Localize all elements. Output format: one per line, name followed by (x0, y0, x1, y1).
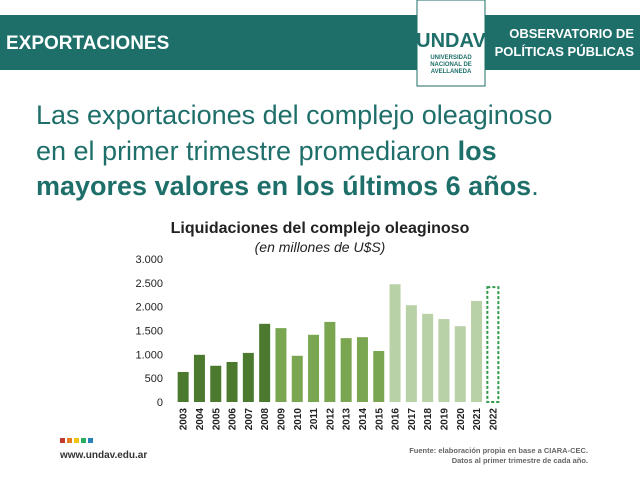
logo-name: UNDAV (416, 30, 486, 52)
observatory: POLÍTICAS PÚBLICAS (495, 44, 635, 59)
y-tick-label: 2.500 (135, 278, 163, 290)
logo-box (416, 0, 486, 87)
y-tick-label: 1.500 (135, 326, 163, 338)
bar (405, 305, 417, 402)
bar (324, 321, 336, 402)
observatory: OBSERVATORIO DE (509, 26, 634, 41)
bar (422, 313, 434, 402)
x-tick-label: 2012 (325, 408, 336, 431)
bar (486, 286, 500, 403)
square (88, 438, 93, 443)
source: Fuente: elaboración propia en base a CIA… (409, 446, 588, 455)
x-tick-label: 2013 (342, 408, 353, 431)
url: www.undav.edu.ar (59, 450, 147, 461)
logo-line: NACIONAL DE (430, 62, 472, 68)
logo-line: AVELLANEDA (431, 69, 472, 75)
x-tick-label: 2006 (228, 408, 239, 431)
brand-squares (60, 438, 93, 443)
x-tick-label: 2014 (358, 408, 369, 431)
headline: en el primer trimestre promediaron los (36, 136, 497, 166)
bar (308, 334, 320, 402)
x-tick-label: 2021 (472, 408, 483, 431)
section-title: EXPORTACIONES (6, 33, 169, 54)
x-tick-label: 2004 (195, 408, 206, 431)
x-tick-label: 2017 (407, 408, 418, 431)
headline: Las exportaciones del complejo oleaginos… (36, 100, 552, 130)
source: Datos al primer trimestre de cada año. (452, 456, 588, 465)
y-tick-label: 0 (157, 397, 163, 409)
x-tick-label: 2018 (423, 408, 434, 431)
square (67, 438, 72, 443)
bar (177, 371, 189, 402)
y-tick-label: 3.000 (135, 254, 163, 266)
x-tick-label: 2022 (488, 408, 499, 431)
bar (471, 300, 483, 402)
logo-line: UNIVERSIDAD (430, 55, 472, 61)
headline-text: en el primer trimestre promediaron (36, 136, 458, 166)
x-tick-label: 2010 (293, 408, 304, 431)
headline-text: . (531, 171, 539, 201)
y-tick-label: 2.000 (135, 302, 163, 314)
bar (210, 365, 222, 402)
headline: mayores valores en los últimos 6 años. (36, 171, 539, 201)
x-tick-label: 2020 (456, 408, 467, 431)
bar (259, 323, 271, 402)
bar (373, 350, 385, 402)
square (81, 438, 86, 443)
bar (226, 361, 238, 402)
bar (242, 352, 254, 402)
bar (438, 319, 450, 402)
bar (454, 326, 466, 402)
chart-title: Liquidaciones del complejo oleaginoso (171, 220, 470, 237)
x-tick-label: 2016 (391, 408, 402, 431)
bar (356, 337, 368, 402)
headline-bold: los (458, 136, 497, 166)
bar (193, 354, 205, 402)
y-tick-label: 1.000 (135, 349, 163, 361)
square (74, 438, 79, 443)
y-tick-label: 500 (145, 373, 163, 385)
headline-bold: mayores valores en los últimos 6 años (36, 171, 531, 201)
x-tick-label: 2007 (244, 408, 255, 431)
bar (389, 284, 401, 402)
bar (275, 328, 287, 402)
header-band (0, 15, 640, 70)
x-tick-label: 2015 (374, 408, 385, 431)
bar (340, 338, 352, 402)
x-tick-label: 2011 (309, 408, 320, 430)
chart-subtitle: (en millones de U$S) (255, 239, 386, 255)
x-tick-label: 2003 (179, 408, 190, 431)
x-tick-label: 2005 (211, 408, 222, 431)
x-tick-label: 2019 (439, 408, 450, 431)
square (60, 438, 65, 443)
x-tick-label: 2009 (276, 408, 287, 431)
x-tick-label: 2008 (260, 408, 271, 431)
bar (291, 355, 303, 402)
